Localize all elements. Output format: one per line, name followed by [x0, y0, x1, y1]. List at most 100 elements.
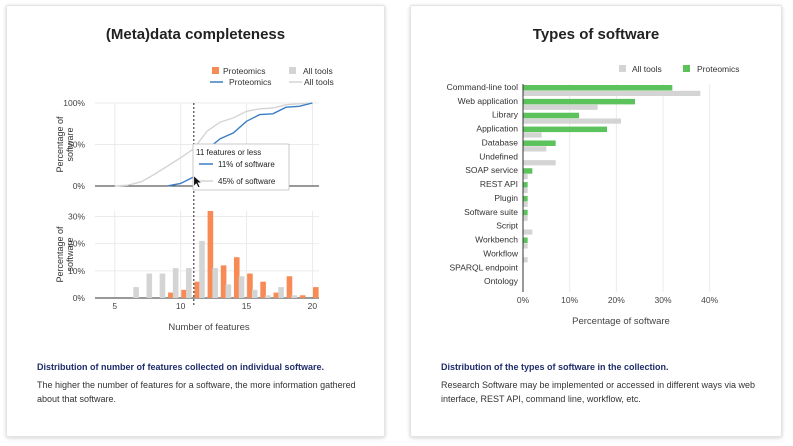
xtick-label: 40%: [701, 295, 718, 305]
y-axis-label: Percentage ofsoftware: [55, 116, 75, 173]
bar-all-tools: [523, 90, 701, 96]
ytick-label: 30%: [68, 211, 85, 221]
legend-label-all-line: All tools: [304, 77, 334, 87]
legend-label-proteomics-bar: Proteomics: [223, 66, 266, 76]
xtick-label: 5: [112, 301, 117, 311]
caption-text: The higher the number of features for a …: [37, 380, 356, 404]
tooltip-all-value: 45% of software: [218, 177, 276, 186]
bar-all-tools: [212, 268, 218, 298]
card-title: Types of software: [532, 26, 660, 43]
completeness-charts[interactable]: Proteomics All tools Proteomics All tools 10…: [7, 6, 384, 351]
bar-all-tools: [186, 268, 192, 298]
series-line-all-tools: [114, 102, 313, 187]
legend-swatch-proteomics: [683, 65, 690, 72]
bar-proteomics: [286, 276, 293, 298]
bar-proteomics: [523, 126, 607, 133]
bar-all-tools: [523, 118, 621, 124]
category-label: SPARQL endpoint: [449, 262, 518, 272]
bar-proteomics: [273, 292, 280, 298]
bar-all-tools: [225, 284, 232, 298]
bar-all-tools: [523, 257, 528, 263]
bar-all-tools: [523, 187, 528, 194]
category-label: Software suite: [464, 207, 518, 217]
bar-all-tools: [523, 174, 528, 180]
legend-swatch-proteomics-bar: [212, 67, 219, 74]
category-label: Plugin: [494, 193, 518, 203]
bar-all-tools: [238, 276, 245, 298]
bar-all-tools: [265, 295, 271, 298]
tooltip-title: 11 features or less: [196, 148, 261, 157]
bar-proteomics: [247, 273, 253, 298]
category-label: Database: [482, 137, 519, 147]
x-axis-label: Number of features: [168, 322, 250, 333]
ytick-label: 0%: [73, 181, 86, 191]
bar-all-tools: [172, 268, 179, 298]
category-label: Application: [476, 124, 518, 134]
category-label: Ontology: [484, 276, 519, 286]
caption-title: Distribution of number of features colle…: [37, 362, 325, 372]
caption-text: Research Software may be implemented or …: [441, 380, 755, 404]
types-of-software-card: Types of software All tools Proteomics 0% 1…: [410, 5, 782, 437]
bar-all-tools: [278, 287, 284, 298]
bar-all-tools: [523, 229, 533, 235]
tooltip-box: [192, 143, 290, 191]
category-label: Command-line tool: [447, 82, 518, 92]
series-line-proteomics: [167, 102, 313, 187]
bar-proteomics: [260, 281, 266, 298]
card-title: (Meta)data completeness: [105, 26, 286, 43]
metadata-completeness-card: (Meta)data completeness Proteomics All to…: [6, 5, 385, 437]
bar-proteomics: [523, 237, 528, 244]
ytick-label: 0%: [73, 293, 86, 303]
bar-all-tools: [291, 295, 298, 298]
bar-proteomics: [194, 281, 201, 298]
bar-all-tools: [523, 243, 528, 249]
ytick-label: 50%: [68, 140, 85, 150]
xtick-label: 20: [308, 301, 318, 311]
bar-all-tools: [523, 215, 528, 221]
bar-proteomics: [207, 211, 214, 298]
bar-proteomics: [523, 98, 635, 105]
bar-proteomics: [523, 195, 528, 202]
bar-all-tools: [523, 201, 528, 207]
bar-proteomics: [523, 168, 533, 174]
bar-all-tools: [523, 104, 598, 110]
bar-proteomics: [313, 287, 319, 298]
bar-all-tools: [199, 240, 205, 298]
caption-title: Distribution of the types of software in…: [441, 362, 669, 372]
category-label: Workbench: [475, 235, 518, 245]
bar-all-tools: [133, 287, 139, 298]
bar-proteomics: [299, 295, 306, 298]
xtick-label: 20%: [608, 295, 625, 305]
category-label: Library: [492, 110, 519, 120]
ytick-label: 100%: [63, 98, 85, 108]
mouse-cursor-icon: [193, 175, 202, 188]
bar-all-tools: [523, 160, 556, 166]
bar-all-tools: [523, 132, 542, 138]
xtick-label: 30%: [654, 295, 671, 305]
ytick-label: 10%: [68, 266, 85, 276]
xtick-label: 0%: [517, 295, 530, 305]
bar-proteomics: [523, 112, 579, 119]
category-label: Workflow: [483, 248, 519, 258]
bar-proteomics: [233, 257, 240, 298]
xtick-label: 15: [242, 301, 252, 311]
ytick-label: 20%: [68, 239, 85, 249]
legend-swatch-all: [619, 65, 626, 72]
bar-all-tools: [159, 273, 166, 298]
x-axis-label: Percentage of software: [572, 316, 670, 327]
bar-all-tools: [146, 273, 153, 298]
legend-label-proteomics-line: Proteomics: [229, 77, 272, 87]
bar-all-tools: [251, 289, 258, 298]
bar-proteomics: [523, 85, 673, 91]
legend-label-all: All tools: [632, 64, 662, 74]
types-chart[interactable]: All tools Proteomics 0% 10% 20% 30% 40% Percent…: [411, 6, 781, 351]
xtick-label: 10: [176, 301, 186, 311]
category-label: REST API: [480, 179, 518, 189]
tooltip-proteomics-value: 11% of software: [218, 160, 275, 169]
bar-proteomics: [523, 182, 528, 188]
category-label: Undefined: [479, 151, 518, 161]
bar-all-tools: [523, 146, 547, 152]
bar-proteomics: [523, 209, 528, 216]
bar-proteomics: [220, 265, 227, 298]
bar-proteomics: [523, 140, 556, 146]
